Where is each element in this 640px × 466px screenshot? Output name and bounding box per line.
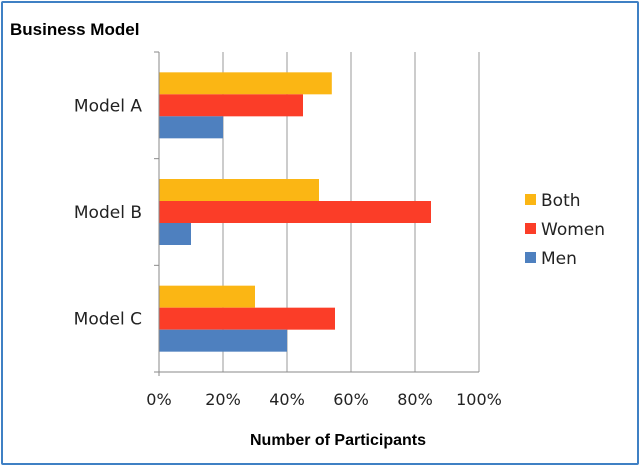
x-tick-label: 60% (333, 390, 369, 409)
x-tick-label: 80% (397, 390, 433, 409)
category-label: Model B (74, 203, 142, 223)
x-tick-label: 40% (269, 390, 305, 409)
chart-title: Business Model (10, 20, 140, 39)
bars (159, 72, 431, 352)
x-tick-label: 100% (456, 390, 502, 409)
bar-women-model-b (159, 201, 431, 223)
bar-men-model-a (159, 116, 223, 139)
legend-label-women: Women (541, 220, 605, 240)
legend-label-men: Men (541, 249, 577, 269)
x-axis-label: Number of Participants (250, 432, 426, 449)
legend-swatch-men (525, 252, 536, 263)
bar-both-model-b (159, 179, 319, 201)
bar-both-model-a (159, 72, 332, 95)
bar-men-model-c (159, 329, 287, 352)
legend: Both Women Men (525, 191, 605, 269)
category-label: Model C (74, 310, 142, 330)
bar-women-model-c (159, 307, 335, 330)
bar-women-model-a (159, 94, 303, 117)
axes (154, 51, 479, 376)
category-label: Model A (74, 96, 142, 116)
bar-men-model-b (159, 223, 191, 245)
legend-swatch-both (525, 194, 536, 205)
x-tick-labels: 0% 20% 40% 60% 80% 100% (146, 390, 502, 409)
x-tick-label: 20% (205, 390, 241, 409)
x-tick-label: 0% (146, 390, 171, 409)
legend-label-both: Both (541, 191, 581, 211)
category-labels: Model A Model B Model C (74, 96, 143, 329)
legend-swatch-women (525, 223, 536, 234)
bar-both-model-c (159, 285, 255, 308)
